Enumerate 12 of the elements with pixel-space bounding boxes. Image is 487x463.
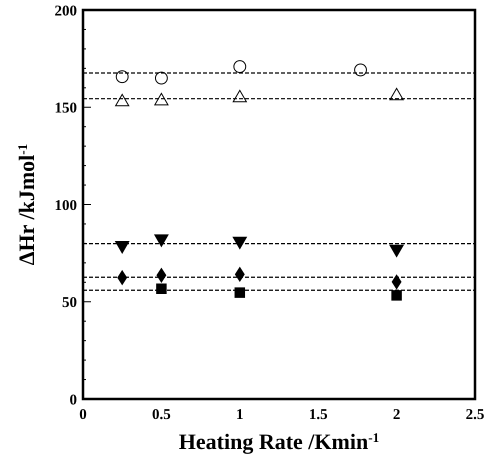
y-tick-label: 150 — [54, 100, 77, 116]
y-tick-label: 200 — [54, 3, 77, 20]
x-tick-label: 0 — [79, 407, 87, 423]
x-tick-label: 2.5 — [466, 407, 484, 423]
x-tick-label: 1.5 — [308, 407, 328, 423]
x-axis-title: Heating Rate /Kmin$^{-1}$ — [178, 429, 380, 454]
y-tick-label: 100 — [54, 198, 77, 214]
x-tick-label: 0.5 — [152, 407, 171, 423]
y-tick-label: 0 — [70, 392, 77, 408]
x-tick-label: 2 — [392, 407, 400, 423]
y-tick-label: 50 — [62, 295, 77, 311]
x-tick-label: 1 — [236, 407, 244, 423]
